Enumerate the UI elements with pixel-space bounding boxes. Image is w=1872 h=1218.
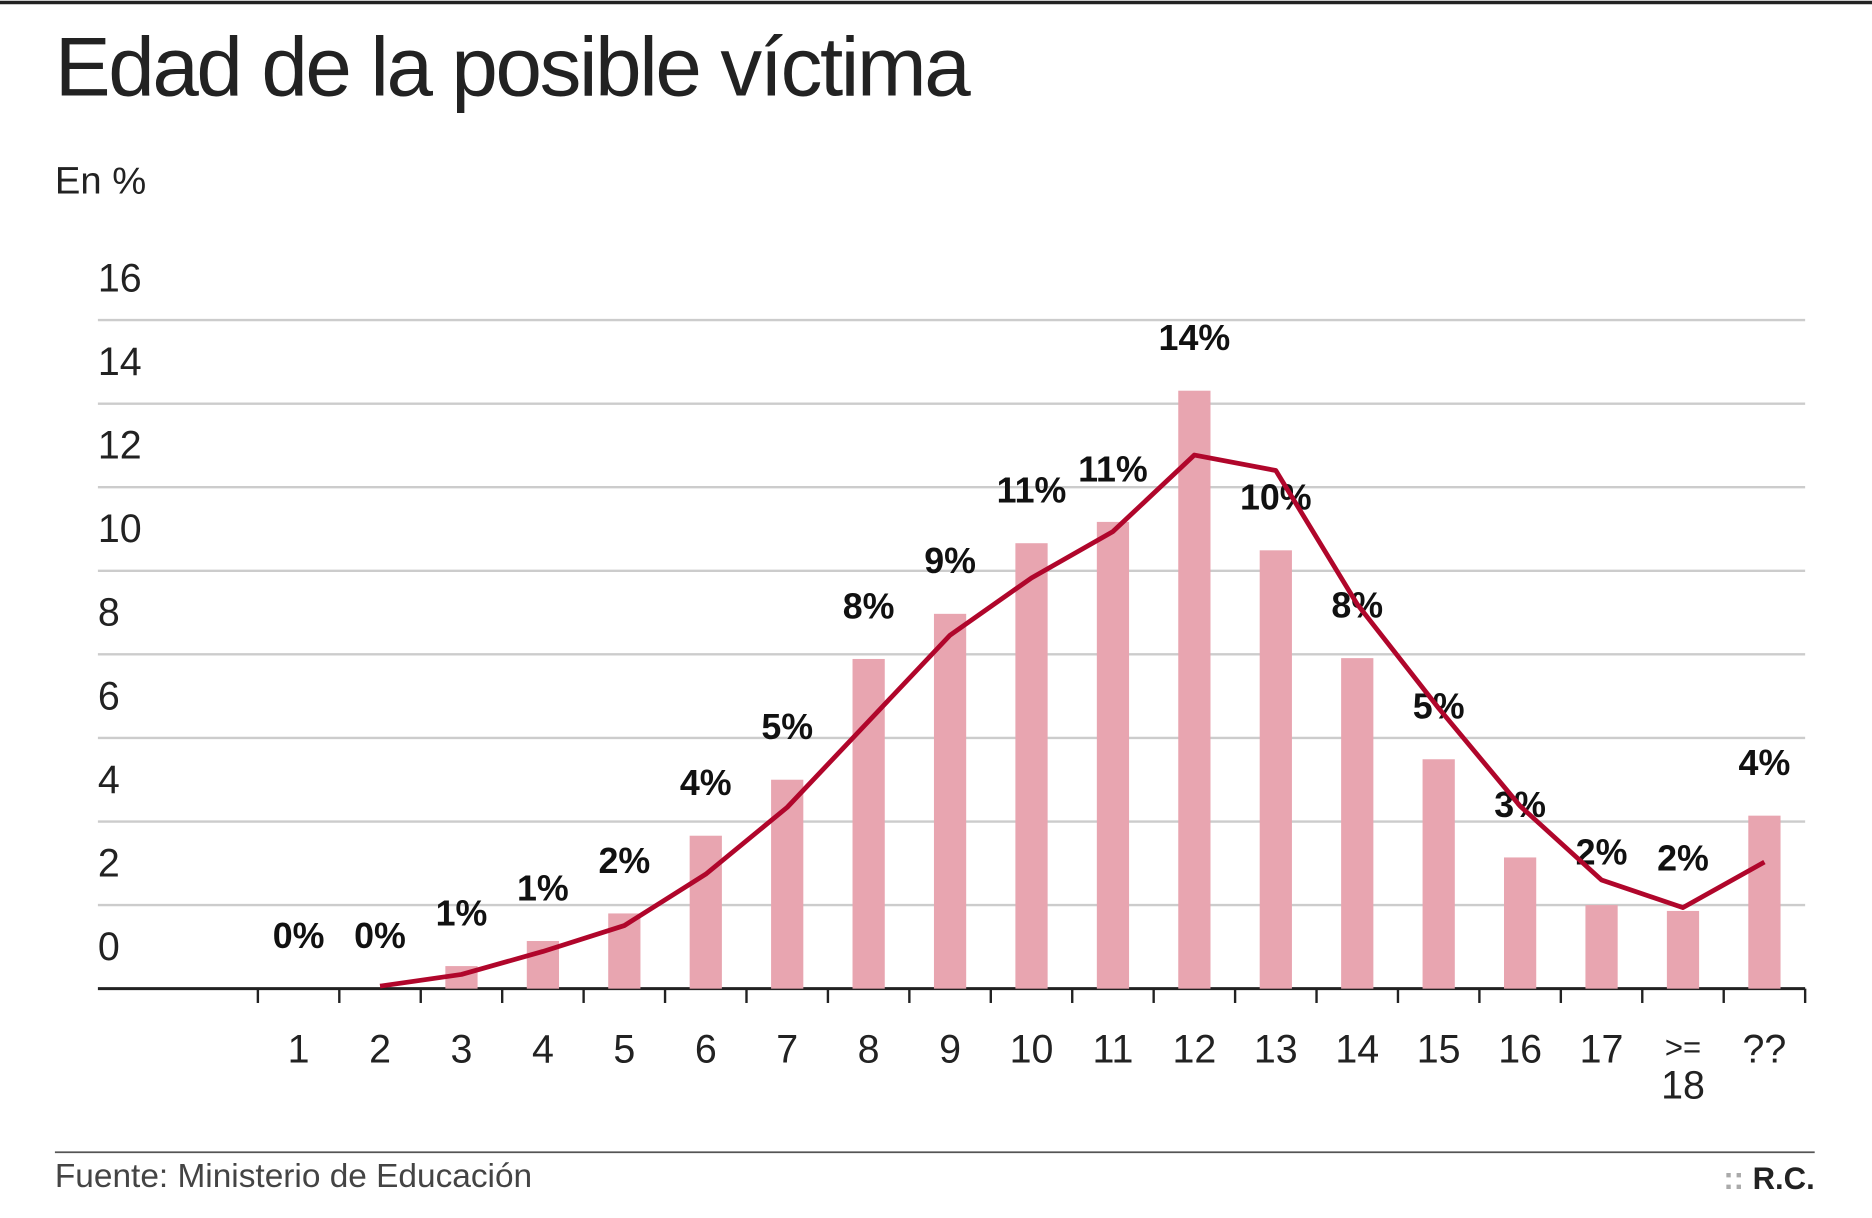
y-tick-label: 8 <box>98 591 120 635</box>
x-tick-label: 9 <box>939 1028 961 1072</box>
value-label: 0% <box>354 916 406 956</box>
subtitle: En % <box>55 160 146 203</box>
x-tick-label: 14 <box>1335 1028 1379 1072</box>
bar <box>1422 759 1455 989</box>
y-tick-label: 2 <box>98 841 120 885</box>
value-label: 0% <box>273 916 325 956</box>
y-tick-label: 14 <box>98 340 142 384</box>
y-tick-label: 4 <box>98 758 120 802</box>
value-label: 11% <box>1078 449 1148 489</box>
value-label: 4% <box>1739 743 1791 783</box>
credit-mark: :: <box>1723 1161 1744 1196</box>
bar <box>771 779 804 989</box>
credit-text: R.C. <box>1753 1161 1815 1196</box>
bar <box>1096 521 1130 989</box>
y-tick-label: 0 <box>98 925 120 969</box>
value-label: 1% <box>436 893 488 933</box>
x-tick-label: 13 <box>1254 1028 1298 1072</box>
x-tick-label: 6 <box>695 1028 717 1072</box>
y-tick-label: 12 <box>98 424 142 468</box>
x-tick-label: 11 <box>1093 1028 1134 1072</box>
bar <box>1015 543 1048 989</box>
y-tick-label: 6 <box>98 674 120 718</box>
bar <box>1259 550 1292 989</box>
x-tick-line: >= <box>1665 1030 1701 1065</box>
chart-title: Edad de la posible víctima <box>55 20 971 114</box>
value-label: 5% <box>761 707 813 747</box>
x-tick-label: 10 <box>1010 1028 1054 1072</box>
x-tick-label: 4 <box>532 1028 554 1072</box>
x-tick-label: 12 <box>1172 1028 1216 1072</box>
x-tick-label: 16 <box>1498 1028 1542 1072</box>
credit: :: R.C. <box>1723 1161 1814 1196</box>
x-tick-line: 18 <box>1661 1063 1705 1107</box>
value-label: 2% <box>598 841 650 881</box>
x-tick-label: 15 <box>1417 1028 1461 1072</box>
bar <box>1178 390 1211 989</box>
trend-line <box>379 452 1766 989</box>
bar <box>933 613 967 989</box>
x-tick-label: 5 <box>613 1028 635 1072</box>
value-label: 4% <box>680 763 732 803</box>
value-label: 1% <box>517 868 569 908</box>
x-tick-label: 17 <box>1580 1028 1624 1072</box>
value-label: 8% <box>843 586 895 626</box>
y-tick-label: 16 <box>98 256 142 300</box>
x-tick-label: >= 18 <box>1661 1030 1705 1108</box>
x-tick-label: 7 <box>776 1028 798 1072</box>
bar <box>1341 658 1374 989</box>
x-tick-label: 8 <box>858 1028 880 1072</box>
bar <box>852 658 885 989</box>
y-tick-label: 10 <box>98 507 142 551</box>
x-tick-label: 1 <box>288 1028 310 1072</box>
source: Fuente: Ministerio de Educación <box>55 1158 532 1195</box>
bar <box>1504 857 1537 989</box>
bar <box>1585 905 1618 989</box>
x-tick-label: 2 <box>369 1028 391 1072</box>
x-tick-label: 3 <box>451 1028 473 1072</box>
bar <box>1666 910 1700 989</box>
value-label: 14% <box>1159 318 1231 358</box>
value-label: 11% <box>997 471 1067 511</box>
x-tick-label: ?? <box>1743 1028 1787 1072</box>
value-label: 9% <box>924 541 976 581</box>
bar <box>1748 815 1781 989</box>
bar <box>689 835 722 989</box>
value-label: 2% <box>1657 838 1709 878</box>
